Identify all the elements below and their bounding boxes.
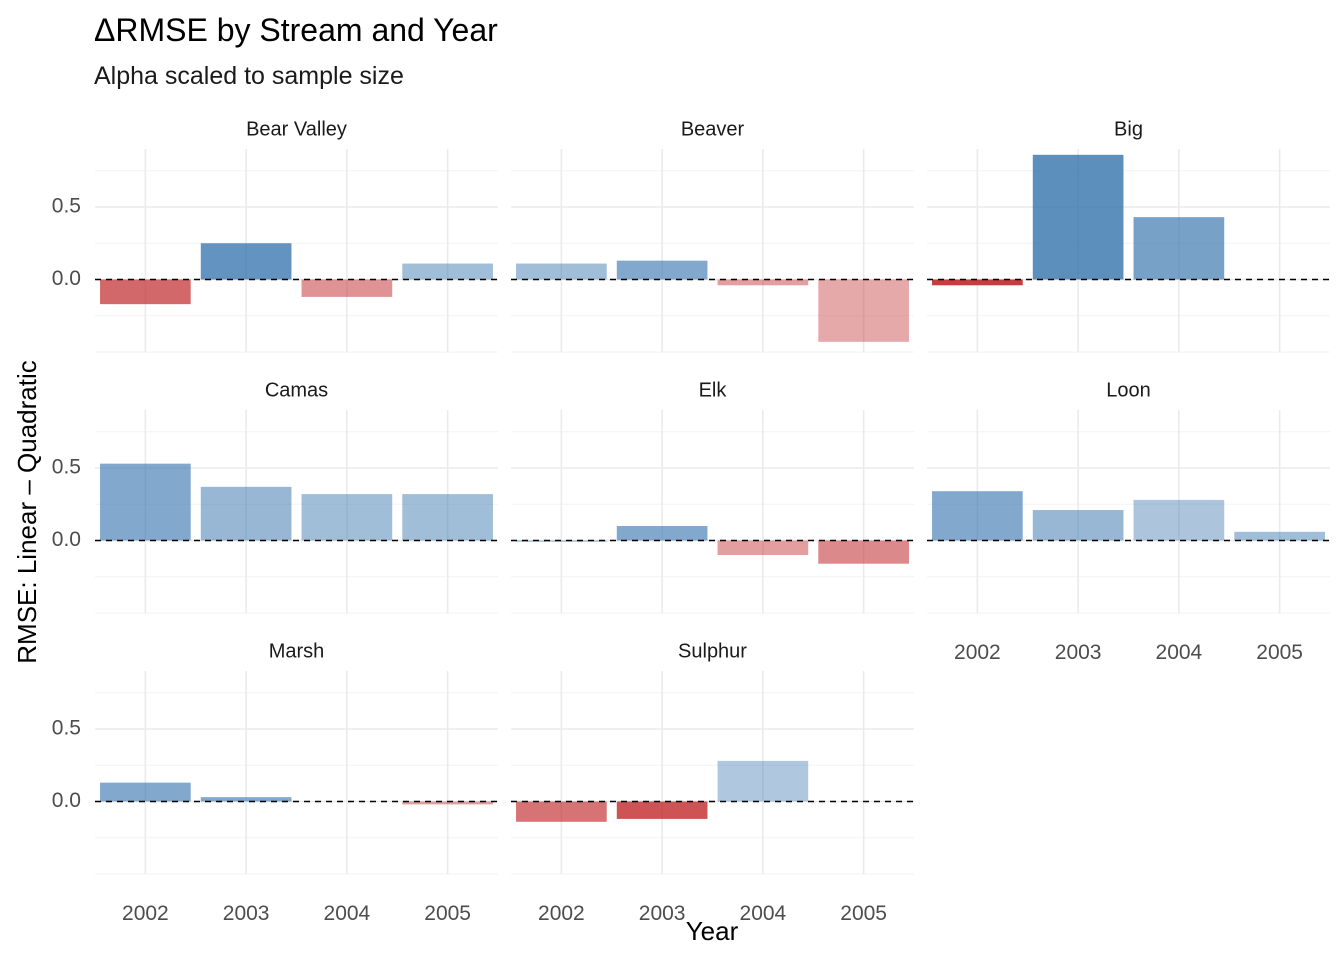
bar bbox=[301, 279, 393, 297]
facet-panel: Loon 2002 2003 2004 2005 bbox=[927, 379, 1330, 664]
y-tick-label: 0.5 bbox=[52, 195, 81, 218]
chart-title: ΔRMSE by Stream and Year bbox=[94, 12, 498, 48]
bar bbox=[818, 279, 909, 342]
bar bbox=[1133, 217, 1225, 280]
x-tick-label: 2004 bbox=[1156, 641, 1203, 664]
bar bbox=[717, 540, 809, 555]
x-tick-label: 2002 bbox=[122, 902, 169, 925]
facet-strip-label: Camas bbox=[265, 379, 328, 401]
facet-panel: Beaver bbox=[511, 118, 914, 353]
bar bbox=[717, 760, 809, 802]
bar bbox=[301, 494, 393, 541]
x-tick-label: 2003 bbox=[223, 902, 270, 925]
facet-strip-label: Loon bbox=[1106, 379, 1151, 401]
y-axis-title: RMSE: Linear – Quadratic bbox=[12, 360, 42, 663]
bar bbox=[516, 263, 607, 280]
bar bbox=[100, 782, 191, 802]
bar bbox=[616, 801, 708, 819]
bar bbox=[402, 494, 493, 541]
bar bbox=[402, 263, 493, 280]
bar bbox=[818, 540, 909, 564]
x-tick-label: 2004 bbox=[324, 902, 371, 925]
bar bbox=[1032, 154, 1124, 280]
bar bbox=[200, 486, 292, 541]
x-tick-label: 2002 bbox=[954, 641, 1001, 664]
bar bbox=[717, 279, 809, 286]
facet-panels: Bear Valley 0.0 0.5 Beaver Big Camas 0.0 0.5 Elk… bbox=[52, 118, 1330, 925]
y-tick-label: 0.0 bbox=[52, 528, 81, 551]
x-tick-label: 2002 bbox=[538, 902, 585, 925]
facet-strip-label: Marsh bbox=[269, 640, 325, 662]
facet-panel: Elk bbox=[511, 379, 914, 614]
bar bbox=[516, 540, 607, 542]
x-tick-label: 2005 bbox=[840, 902, 887, 925]
y-tick-label: 0.5 bbox=[52, 717, 81, 740]
y-tick-label: 0.0 bbox=[52, 789, 81, 812]
x-tick-label: 2003 bbox=[1055, 641, 1102, 664]
facet-panel: Marsh 0.0 0.5 2002 2003 2004 2005 bbox=[52, 640, 498, 925]
y-tick-label: 0.0 bbox=[52, 267, 81, 290]
x-axis-title: Year bbox=[686, 916, 739, 946]
facet-panel: Sulphur 2002 2003 2004 2005 bbox=[511, 640, 914, 925]
facet-strip-label: Sulphur bbox=[678, 640, 747, 662]
bar bbox=[402, 801, 493, 805]
x-tick-label: 2005 bbox=[424, 902, 471, 925]
y-tick-label: 0.5 bbox=[52, 456, 81, 479]
facet-panel: Bear Valley 0.0 0.5 bbox=[52, 118, 498, 353]
bar bbox=[200, 797, 292, 802]
bar bbox=[1234, 531, 1325, 541]
facet-panel: Camas 0.0 0.5 bbox=[52, 379, 498, 614]
bar bbox=[932, 491, 1023, 541]
facet-strip-label: Beaver bbox=[681, 118, 745, 140]
bar bbox=[100, 279, 191, 305]
bar bbox=[1032, 510, 1124, 541]
bar bbox=[932, 279, 1023, 286]
chart-subtitle: Alpha scaled to sample size bbox=[94, 62, 404, 90]
bar bbox=[1133, 499, 1225, 541]
x-tick-label: 2003 bbox=[639, 902, 686, 925]
bar bbox=[100, 463, 191, 541]
facet-strip-label: Bear Valley bbox=[246, 118, 347, 140]
facet-panel: Big bbox=[927, 118, 1330, 353]
facet-strip-label: Elk bbox=[699, 379, 728, 401]
x-tick-label: 2005 bbox=[1256, 641, 1303, 664]
bar bbox=[200, 243, 292, 280]
bar bbox=[616, 526, 708, 541]
bar bbox=[516, 801, 607, 822]
facet-strip-label: Big bbox=[1114, 118, 1143, 140]
bar bbox=[616, 260, 708, 280]
x-tick-label: 2004 bbox=[740, 902, 787, 925]
